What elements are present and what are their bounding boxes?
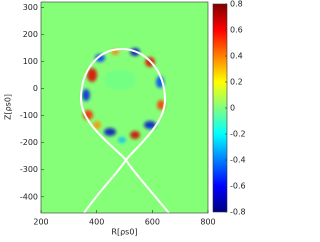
plot-frame (40, 1, 209, 214)
colorbar-tick-label: -0.4 (230, 156, 246, 165)
x-tick-label: 600 (145, 218, 160, 227)
colorbar-tick-label: -0.6 (230, 182, 246, 191)
colorbar-tick-label: 0 (230, 104, 235, 113)
x-tick-label: 400 (89, 218, 104, 227)
y-tick-label: 0 (33, 84, 38, 93)
colorbar-tick-label: 0.2 (230, 78, 243, 87)
y-tick-label: -300 (20, 165, 38, 174)
y-tick-label: 100 (23, 57, 38, 66)
y-tick-label: -200 (20, 138, 38, 147)
x-axis-label: R[ρs0] (111, 228, 137, 237)
colorbar-tick-label: -0.2 (230, 130, 246, 139)
y-tick-label: -400 (20, 192, 38, 201)
y-axis-label: Z[ρs0] (4, 94, 13, 120)
colorbar-tick-label: -0.8 (230, 208, 246, 217)
colorbar-tick-label: 0.4 (230, 52, 243, 61)
colorbar-tick-label: 0.6 (230, 26, 243, 35)
colorbar-tick-label: 0.8 (230, 0, 243, 9)
y-tick-label: 200 (23, 30, 38, 39)
y-tick-label: 300 (23, 3, 38, 12)
chart: R[ρs0] Z[ρs0] 200 400 600 800 300 200 100 0 -100… (4, 0, 246, 237)
colorbar (212, 3, 228, 213)
field (41, 2, 208, 213)
x-tick-label: 200 (33, 218, 48, 227)
x-tick-label: 800 (200, 218, 215, 227)
y-tick-label: -100 (20, 111, 38, 120)
